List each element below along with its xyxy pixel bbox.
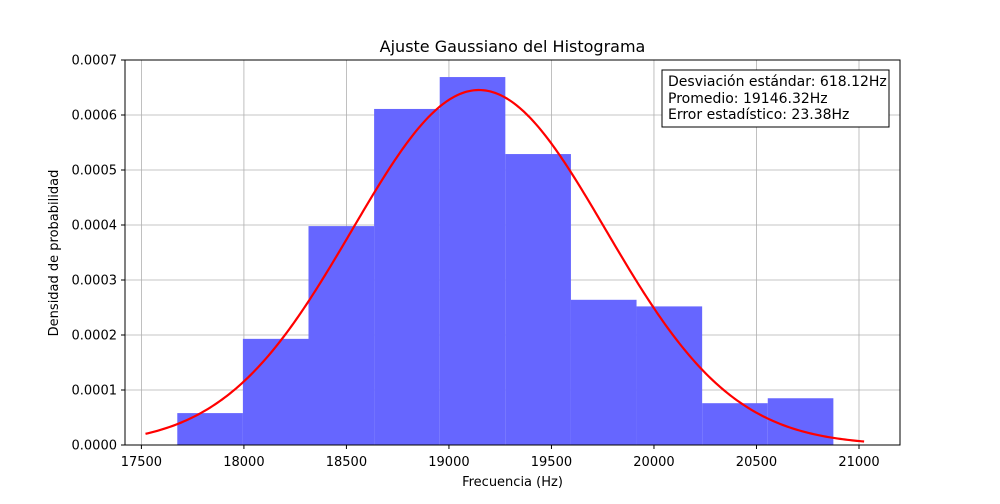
- y-tick-label: 0.0006: [72, 109, 118, 124]
- x-tick-label: 18000: [223, 455, 264, 470]
- histogram-bar: [308, 226, 375, 445]
- histogram-bar: [767, 398, 834, 445]
- y-tick-label: 0.0005: [72, 164, 118, 179]
- histogram-bar: [374, 108, 440, 445]
- chart-title: Ajuste Gaussiano del Histograma: [380, 37, 646, 56]
- annotation-mean: Promedio: 19146.32Hz: [668, 91, 828, 107]
- histogram-bar: [439, 77, 506, 446]
- x-tick-label: 20500: [736, 455, 777, 470]
- y-tick-label: 0.0003: [72, 274, 118, 289]
- histogram-bar: [177, 413, 243, 445]
- x-axis: 17500 18000 18500 19000 19500 20000 20500 21000: [121, 445, 880, 470]
- histogram-bar: [505, 154, 571, 446]
- histogram-bar: [636, 306, 703, 445]
- annotation-error: Error estadístico: 23.38Hz: [668, 107, 849, 123]
- y-tick-label: 0.0001: [72, 384, 118, 399]
- stats-annotation: Desviación estándar: 618.12Hz Promedio: …: [661, 69, 890, 128]
- annotation-border: [661, 69, 890, 128]
- x-tick-label: 21000: [838, 455, 879, 470]
- histogram-bar: [242, 338, 309, 445]
- histogram-bar: [702, 403, 768, 445]
- x-tick-label: 18500: [326, 455, 367, 470]
- gaussian-fit: [145, 88, 865, 443]
- y-tick-label: 0.0004: [72, 219, 118, 234]
- y-tick-label: 0.0000: [72, 439, 118, 454]
- y-axis: 0.0000 0.0001 0.0002 0.0003 0.0004 0.0005 0.00…: [72, 54, 125, 454]
- x-tick-label: 19500: [531, 455, 572, 470]
- x-axis-label: Frecuencia (Hz): [462, 475, 563, 490]
- plot-frame: [124, 59, 901, 446]
- x-tick-label: 19000: [428, 455, 469, 470]
- gaussian-curve: [145, 88, 865, 443]
- histogram-bars: [177, 77, 834, 446]
- y-tick-label: 0.0007: [72, 54, 118, 69]
- x-tick-label: 17500: [121, 455, 162, 470]
- annotation-std: Desviación estándar: 618.12Hz: [668, 74, 887, 90]
- histogram-bar: [570, 299, 637, 445]
- x-tick-label: 20000: [633, 455, 674, 470]
- y-axis-label: Densidad de probabilidad: [47, 170, 62, 337]
- y-tick-label: 0.0002: [72, 329, 118, 344]
